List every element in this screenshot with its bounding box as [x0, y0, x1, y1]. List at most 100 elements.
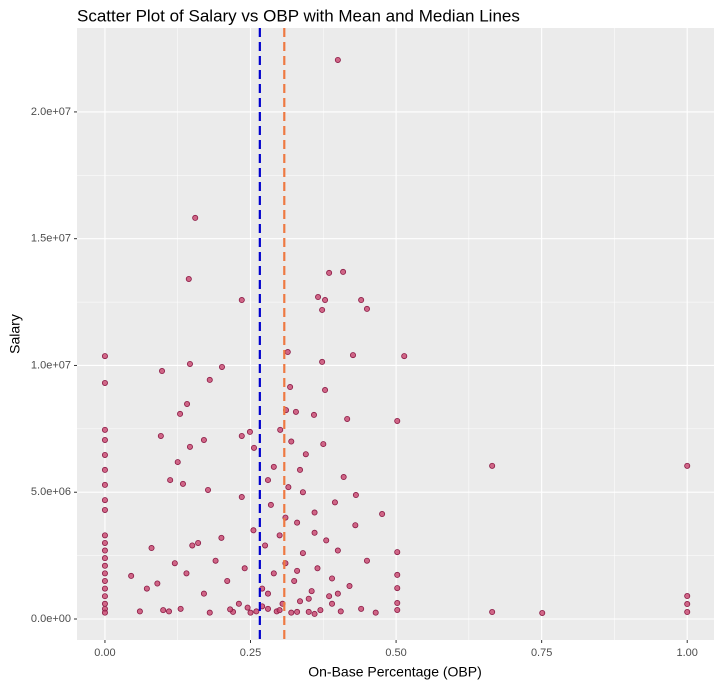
point [270, 570, 277, 577]
point [101, 481, 108, 488]
point [212, 557, 219, 564]
point [363, 305, 370, 312]
point [319, 358, 326, 365]
point [171, 560, 178, 567]
point [159, 368, 166, 375]
point [363, 557, 370, 564]
marks [101, 28, 691, 640]
point [101, 555, 108, 562]
point [334, 547, 341, 554]
point [101, 562, 108, 569]
point [206, 376, 213, 383]
point [305, 608, 312, 615]
point [238, 297, 245, 304]
point [340, 268, 347, 275]
point [238, 494, 245, 501]
point [177, 410, 184, 417]
point [358, 605, 365, 612]
point [154, 580, 161, 587]
point [160, 607, 167, 614]
point [224, 577, 231, 584]
point [684, 609, 691, 616]
point [148, 545, 155, 552]
point [311, 610, 318, 617]
point [344, 415, 351, 422]
point [185, 276, 192, 283]
point [250, 527, 257, 534]
point [276, 607, 283, 614]
point [200, 437, 207, 444]
point [334, 56, 341, 63]
point [184, 401, 191, 408]
point [299, 550, 306, 557]
x-tick-label: 0.75 [531, 647, 552, 659]
point [195, 539, 202, 546]
point [177, 605, 184, 612]
point [394, 417, 401, 424]
point [292, 408, 299, 415]
point [329, 575, 336, 582]
point [394, 549, 401, 556]
panel [77, 28, 714, 640]
point [284, 349, 291, 356]
point [329, 600, 336, 607]
point [684, 601, 691, 608]
point [346, 583, 353, 590]
point [394, 585, 401, 592]
point [288, 438, 295, 445]
point [101, 437, 108, 444]
point [183, 570, 190, 577]
point [101, 570, 108, 577]
point [264, 477, 271, 484]
y-tick-label: 0.0e+00 [31, 613, 71, 625]
point [101, 593, 108, 600]
point [276, 532, 283, 539]
point [684, 462, 691, 469]
point [101, 379, 108, 386]
y-axis-title: Salary [7, 314, 23, 354]
y-tick-label: 1.5e+07 [31, 233, 71, 245]
point [253, 608, 260, 615]
y-tick-label: 5.0e+06 [31, 486, 71, 498]
point [401, 353, 408, 360]
point [288, 609, 295, 616]
point [101, 539, 108, 546]
point [241, 565, 248, 572]
point [320, 441, 327, 448]
point [322, 387, 329, 394]
point [294, 519, 301, 526]
x-axis-title: On-Base Percentage (OBP) [308, 664, 482, 680]
point [319, 306, 326, 313]
point [143, 585, 150, 592]
point [308, 588, 315, 595]
point [317, 607, 324, 614]
point [101, 585, 108, 592]
point [264, 605, 271, 612]
point [285, 484, 292, 491]
point [186, 360, 193, 367]
point [247, 609, 254, 616]
point [200, 590, 207, 597]
point [489, 609, 496, 616]
point [337, 608, 344, 615]
point [179, 480, 186, 487]
point [205, 486, 212, 493]
point [251, 444, 258, 451]
point [101, 609, 108, 616]
point [128, 572, 135, 579]
point [192, 214, 199, 221]
point [394, 600, 401, 607]
chart-title: Scatter Plot of Salary vs OBP with Mean … [77, 6, 520, 25]
point [311, 509, 318, 516]
point [299, 489, 306, 496]
point [101, 506, 108, 513]
y-tick-label: 2.0e+07 [31, 106, 71, 118]
point [322, 297, 329, 304]
point [294, 608, 301, 615]
point [334, 590, 341, 597]
point [326, 593, 333, 600]
point [136, 608, 143, 615]
point [294, 567, 301, 574]
point [352, 492, 359, 499]
